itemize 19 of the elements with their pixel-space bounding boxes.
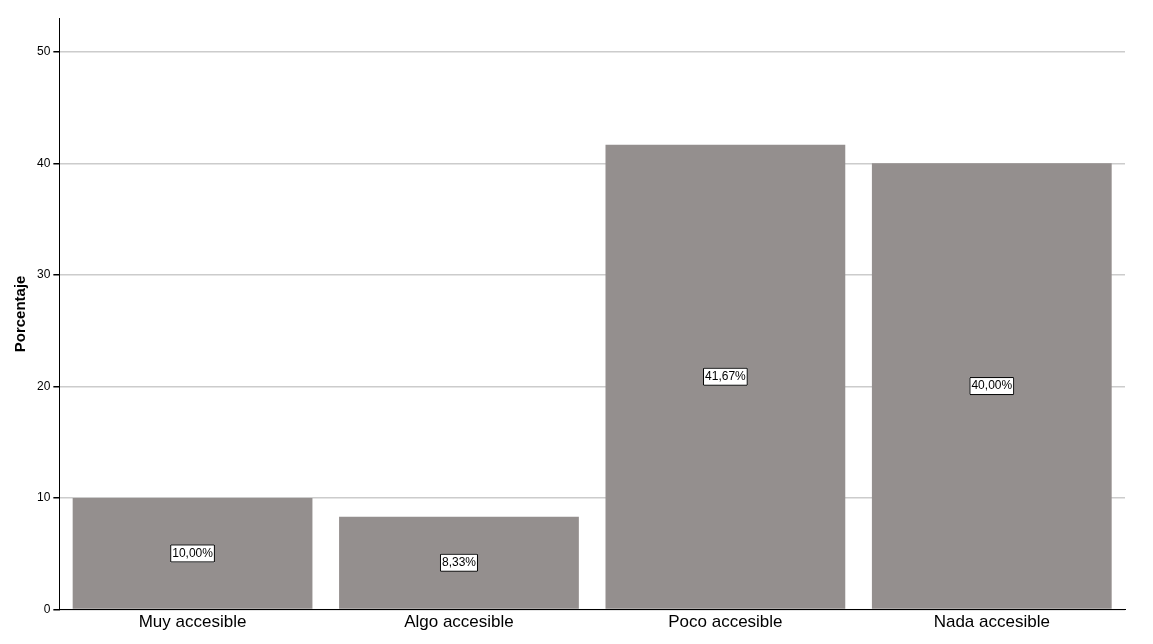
data-label: 40,00% [971, 378, 1013, 393]
bar [339, 516, 579, 609]
x-tick-label: Poco accesible [668, 612, 783, 632]
bar [871, 163, 1112, 609]
x-tick-label: Nada accesible [933, 612, 1050, 632]
x-tick-label: Algo accesible [404, 612, 514, 632]
y-axis-title: Porcentaje [11, 275, 29, 353]
data-label: 10,00% [172, 545, 214, 560]
y-tick-label: 0 [43, 601, 51, 616]
data-label: 41,67% [705, 369, 747, 384]
y-tick-label: 40 [36, 155, 51, 170]
y-tick-label: 30 [36, 267, 51, 282]
y-tick-label: 10 [36, 490, 51, 505]
x-tick-label: Muy accesible [138, 612, 247, 632]
data-label: 8,33% [441, 555, 477, 570]
bar [72, 498, 313, 609]
y-tick-label: 50 [36, 43, 51, 58]
bar [605, 144, 846, 609]
y-tick-label: 20 [36, 378, 51, 393]
